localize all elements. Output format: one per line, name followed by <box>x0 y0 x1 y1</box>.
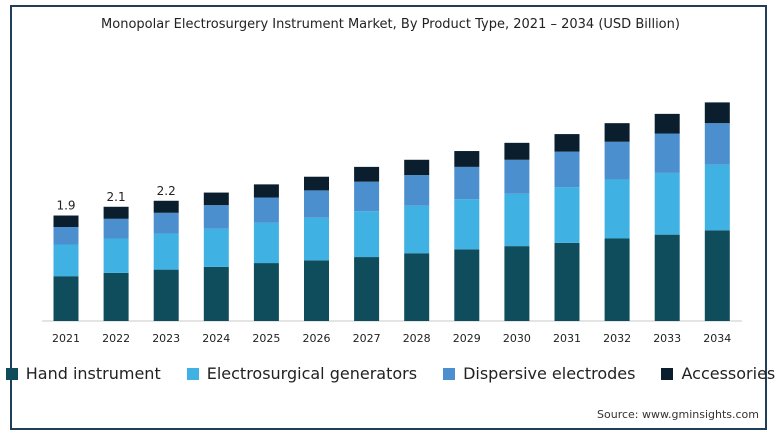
bar-segment-electrosurgical-generators-2027 <box>354 211 380 258</box>
bar-segment-electrosurgical-generators-2034 <box>704 164 730 231</box>
bar-segment-hand-instrument-2029 <box>454 249 480 321</box>
legend-label: Dispersive electrodes <box>463 364 636 383</box>
bar-total-label-2021: 1.9 <box>56 199 75 213</box>
bar-segment-accessories-2029 <box>454 151 480 167</box>
x-tick-label-2032: 2032 <box>603 332 631 345</box>
bar-segment-hand-instrument-2031 <box>554 242 580 321</box>
bar-segment-accessories-2031 <box>554 134 580 152</box>
bar-segment-dispersive-electrodes-2030 <box>504 159 530 194</box>
x-tick-label-2033: 2033 <box>653 332 681 345</box>
legend-item-accessories: Accessories <box>661 364 775 383</box>
bar-segment-dispersive-electrodes-2028 <box>404 175 430 206</box>
bar-segment-dispersive-electrodes-2024 <box>203 205 229 229</box>
x-tick-label-2030: 2030 <box>503 332 531 345</box>
bar-segment-electrosurgical-generators-2022 <box>103 238 129 273</box>
legend-swatch <box>5 367 18 380</box>
x-tick-label-2028: 2028 <box>403 332 431 345</box>
legend-label: Hand instrument <box>25 364 161 383</box>
bar-segment-electrosurgical-generators-2031 <box>554 187 580 243</box>
bar-segment-accessories-2025 <box>253 184 279 198</box>
bar-segment-accessories-2030 <box>504 142 530 160</box>
chart-title: Monopolar Electrosurgery Instrument Mark… <box>101 17 680 32</box>
bar-segment-electrosurgical-generators-2025 <box>253 222 279 264</box>
bar-segment-electrosurgical-generators-2032 <box>604 179 630 239</box>
legend-swatch <box>186 367 199 380</box>
bar-segment-dispersive-electrodes-2021 <box>53 227 79 245</box>
x-tick-label-2034: 2034 <box>703 332 731 345</box>
x-tick-label-2025: 2025 <box>252 332 280 345</box>
bar-segment-dispersive-electrodes-2032 <box>604 141 630 180</box>
bar-segment-hand-instrument-2021 <box>53 276 79 321</box>
bar-segment-accessories-2027 <box>354 166 380 182</box>
bar-segment-dispersive-electrodes-2034 <box>704 123 730 165</box>
bar-segment-hand-instrument-2023 <box>153 269 179 321</box>
bar-segment-accessories-2032 <box>604 123 630 142</box>
bar-segment-dispersive-electrodes-2022 <box>103 218 129 239</box>
bar-segment-accessories-2034 <box>704 102 730 124</box>
bar-segment-electrosurgical-generators-2030 <box>504 193 530 247</box>
x-tick-label-2022: 2022 <box>102 332 130 345</box>
bar-segment-electrosurgical-generators-2029 <box>454 199 480 250</box>
bar-segment-accessories-2026 <box>304 176 329 191</box>
bar-segment-electrosurgical-generators-2024 <box>203 228 229 267</box>
legend-swatch <box>661 367 674 380</box>
x-tick-label-2026: 2026 <box>303 332 331 345</box>
bar-segment-hand-instrument-2032 <box>604 238 630 321</box>
x-tick-label-2029: 2029 <box>453 332 481 345</box>
bar-segment-hand-instrument-2027 <box>354 257 380 321</box>
chart-legend: Hand instrument Electrosurgical generato… <box>0 364 781 383</box>
x-tick-label-2021: 2021 <box>52 332 80 345</box>
bar-total-label-2022: 2.1 <box>107 190 126 204</box>
bar-segment-hand-instrument-2025 <box>253 263 279 321</box>
bar-segment-hand-instrument-2028 <box>404 253 430 321</box>
bar-segment-accessories-2024 <box>203 192 229 206</box>
x-tick-label-2023: 2023 <box>152 332 180 345</box>
x-tick-label-2024: 2024 <box>202 332 230 345</box>
bar-segment-dispersive-electrodes-2033 <box>654 133 680 173</box>
bar-segment-electrosurgical-generators-2023 <box>153 233 179 270</box>
x-tick-label-2027: 2027 <box>353 332 381 345</box>
bar-segment-electrosurgical-generators-2028 <box>404 205 430 254</box>
bar-segment-hand-instrument-2022 <box>103 272 129 321</box>
bar-segment-accessories-2033 <box>654 113 680 134</box>
bar-segment-dispersive-electrodes-2029 <box>454 166 480 200</box>
bar-segment-accessories-2022 <box>103 206 129 219</box>
bar-segment-electrosurgical-generators-2026 <box>304 217 329 261</box>
legend-item-electrosurgical-generators: Electrosurgical generators <box>186 364 418 383</box>
bar-segment-accessories-2023 <box>153 200 179 213</box>
legend-item-dispersive-electrodes: Dispersive electrodes <box>443 364 635 383</box>
legend-label: Accessories <box>681 364 776 383</box>
bar-segment-hand-instrument-2024 <box>203 266 229 321</box>
bar-segment-hand-instrument-2030 <box>504 246 530 321</box>
bar-segment-accessories-2021 <box>53 215 79 227</box>
bar-segment-dispersive-electrodes-2031 <box>554 151 580 188</box>
legend-swatch <box>443 367 456 380</box>
bar-segment-dispersive-electrodes-2026 <box>304 190 329 218</box>
bar-segment-hand-instrument-2034 <box>704 230 730 321</box>
bar-total-label-2023: 2.2 <box>157 184 176 198</box>
bar-segment-electrosurgical-generators-2021 <box>53 244 79 277</box>
source-note: Source: www.gminsights.com <box>597 408 759 421</box>
bar-segment-accessories-2028 <box>404 159 430 176</box>
legend-label: Electrosurgical generators <box>206 364 418 383</box>
bar-segment-dispersive-electrodes-2027 <box>354 181 380 212</box>
x-tick-label-2031: 2031 <box>553 332 581 345</box>
bar-segment-electrosurgical-generators-2033 <box>654 172 680 235</box>
bar-segment-dispersive-electrodes-2025 <box>253 197 279 223</box>
chart-frame <box>10 5 767 430</box>
bar-segment-hand-instrument-2026 <box>304 260 329 321</box>
bar-segment-dispersive-electrodes-2023 <box>153 212 179 234</box>
legend-item-hand-instrument: Hand instrument <box>5 364 161 383</box>
bar-segment-hand-instrument-2033 <box>654 234 680 321</box>
